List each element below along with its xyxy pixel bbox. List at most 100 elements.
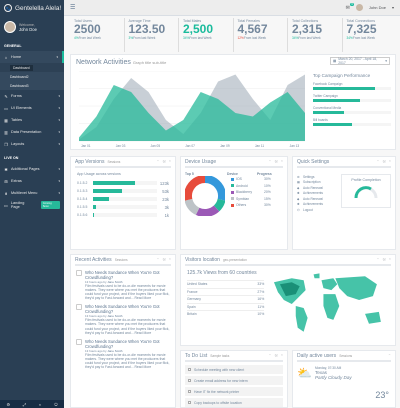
wrench-icon[interactable]: ⚒ (382, 258, 386, 262)
stat-change: 34%From last Week (347, 36, 393, 40)
wrench-icon[interactable]: ⚒ (274, 160, 278, 164)
sidebar-item-label: Landing Page (10, 201, 25, 209)
collapse-icon[interactable]: ⌃ (156, 160, 160, 164)
visitor-row: United States 33% (187, 280, 265, 288)
quick-setting-item[interactable]: ⚙ Settings (297, 174, 341, 180)
header-device: Device (227, 172, 238, 176)
device-name: Symbian (236, 196, 250, 201)
coming-soon-badge: Coming Soon (40, 201, 60, 209)
stat-value: 4,567 (237, 22, 268, 36)
brand[interactable]: 🐾 Gentelella Alela! (0, 0, 64, 16)
sidebar-item-home[interactable]: ⌂ Home ▾ (0, 51, 64, 63)
version-bar (93, 197, 157, 201)
todo-checkbox[interactable] (188, 390, 191, 393)
todo-checkbox[interactable] (188, 368, 191, 371)
stat-change: 34%From last Week (183, 36, 229, 40)
stat-change-rest: From last Week (243, 36, 267, 40)
stat-value: 2,315 (292, 22, 323, 36)
version-bar (93, 189, 157, 193)
collapse-icon[interactable]: ⌃ (387, 354, 391, 358)
activity-author[interactable]: Jane Smith (107, 348, 123, 353)
sidebar-item-extras[interactable]: ⊞ Extras ▾ (0, 175, 64, 187)
sidebar-item-additional-pages[interactable]: ✱ Additional Pages ▾ (0, 163, 64, 175)
todo-checkbox[interactable] (188, 401, 191, 404)
version-bar (93, 181, 157, 185)
x-tick-label: Jan 11 (255, 144, 265, 148)
wrench-icon[interactable]: ⚒ (274, 354, 278, 358)
quick-setting-item[interactable]: ◆ Auto Renewal (297, 185, 341, 191)
fullscreen-icon[interactable]: ⤢ (22, 401, 27, 407)
eye-slash-icon[interactable]: ◐ (39, 401, 42, 407)
close-icon[interactable]: × (280, 159, 283, 163)
home-submenu: Dashboard Dashboard2 Dashboard3 (0, 63, 64, 90)
quick-setting-item[interactable]: ⏻ Logout (297, 207, 341, 213)
activity-title[interactable]: Who Needs Sundance When You're Got Crowd… (85, 338, 160, 349)
close-icon[interactable]: × (168, 159, 171, 163)
close-icon[interactable]: × (280, 353, 283, 357)
activity-author[interactable]: Jane Smith (107, 280, 123, 284)
collapse-icon[interactable]: ⌃ (156, 258, 160, 262)
campaign-progress-fill (313, 111, 345, 114)
bug-icon: ✱ (297, 202, 300, 207)
sidebar-item-landing[interactable]: ▭ Landing Page Coming Soon (0, 199, 64, 211)
sidebar-footer: ⚙ ⤢ ◐ ⏻ (0, 400, 64, 408)
profile: Welcome, John Doe (0, 16, 64, 38)
visitor-pct: 10% (257, 312, 265, 317)
device-color-swatch (231, 203, 234, 207)
top-user-name[interactable]: John Doe (368, 5, 386, 10)
activity-title[interactable]: Who Needs Sundance When You're Got Crowd… (85, 304, 160, 315)
todo-item[interactable]: Have IT fix the network printer (185, 387, 283, 396)
sidebar-subitem-dashboard3[interactable]: Dashboard3 (10, 83, 29, 88)
sidebar-item-tables[interactable]: ▦ Tables ▾ (0, 114, 64, 126)
quick-setting-item[interactable]: ✱ Achievements (297, 202, 341, 208)
collapse-icon[interactable]: ⌃ (376, 258, 380, 262)
collapse-icon[interactable]: ⌃ (268, 160, 272, 164)
bookmark-icon: ◆ (297, 185, 300, 190)
campaign-progress-fill (313, 123, 352, 126)
menu-toggle-icon[interactable]: ☰ (70, 5, 76, 11)
quick-setting-item[interactable]: ▦ Subscription (297, 180, 341, 186)
power-icon[interactable]: ⏻ (54, 401, 58, 407)
todo-item[interactable]: Create email address for new intern (185, 376, 283, 385)
panel-subtitle: geo-presentation (222, 257, 247, 262)
profile-completion-gauge (354, 186, 378, 199)
sidebar-item-ui-elements[interactable]: ▭ UI Elements ▾ (0, 102, 64, 114)
activity-title[interactable]: Who Needs Sundance When You're Got Crowd… (85, 270, 160, 280)
todo-item[interactable]: Schedule meeting with new client (185, 365, 283, 374)
quick-setting-label: Auto Renewal (303, 185, 323, 190)
visitor-pct: 16% (257, 297, 265, 302)
quick-setting-item[interactable]: ◆ Auto Renewal (297, 196, 341, 202)
device-row: Symbian 15% (231, 196, 283, 203)
todo-item[interactable]: Copy backups to offsite location (185, 398, 283, 407)
date-range-picker[interactable]: ▦ March 20, 2017 - April 18, 2017 ▾ (330, 57, 390, 65)
sidebar-item-layouts[interactable]: ❐ Layouts ▾ (0, 138, 64, 150)
sidebar-subitem-dashboard2[interactable]: Dashboard2 (10, 74, 29, 79)
activity-item: Who Needs Sundance When You're Got Crowd… (76, 270, 170, 300)
close-icon[interactable]: × (168, 257, 171, 261)
profile-completion-label: Profile Completion (351, 178, 381, 182)
sidebar-item-forms[interactable]: ✎ Forms ▾ (0, 90, 64, 102)
wrench-icon[interactable]: ⚒ (162, 258, 166, 262)
collapse-icon[interactable]: ⌃ (376, 160, 380, 164)
gear-icon[interactable]: ⚙ (6, 401, 11, 407)
campaign-label: Facebook Campaign (313, 82, 343, 86)
todo-checkbox[interactable] (188, 379, 191, 382)
world-map[interactable] (270, 270, 389, 340)
close-icon[interactable]: × (388, 159, 391, 163)
collapse-icon[interactable]: ⌃ (268, 354, 272, 358)
sidebar-subitem-dashboard[interactable]: Dashboard (0, 63, 64, 72)
sidebar-item-multilevel[interactable]: ⋔ Multilevel Menu ▾ (0, 187, 64, 199)
activity-author[interactable]: Jane Smith (107, 314, 123, 319)
close-icon[interactable]: × (388, 257, 391, 261)
top-avatar[interactable] (355, 4, 363, 11)
sidebar-item-data-presentation[interactable]: ▥ Data Presentation ▾ (0, 126, 64, 138)
activity-icon (76, 270, 82, 276)
mail-icon[interactable]: ✉ 6 (345, 2, 354, 11)
device-name: IOS (236, 177, 242, 182)
wrench-icon[interactable]: ⚒ (162, 160, 166, 164)
network-panel: Network Activities Graph title sub-title… (70, 54, 396, 150)
chevron-down-icon[interactable]: ▾ (391, 5, 394, 10)
wrench-icon[interactable]: ⚒ (382, 160, 386, 164)
chevron-down-icon: ▾ (58, 167, 60, 171)
quick-setting-item[interactable]: ✱ Achievements (297, 191, 341, 197)
